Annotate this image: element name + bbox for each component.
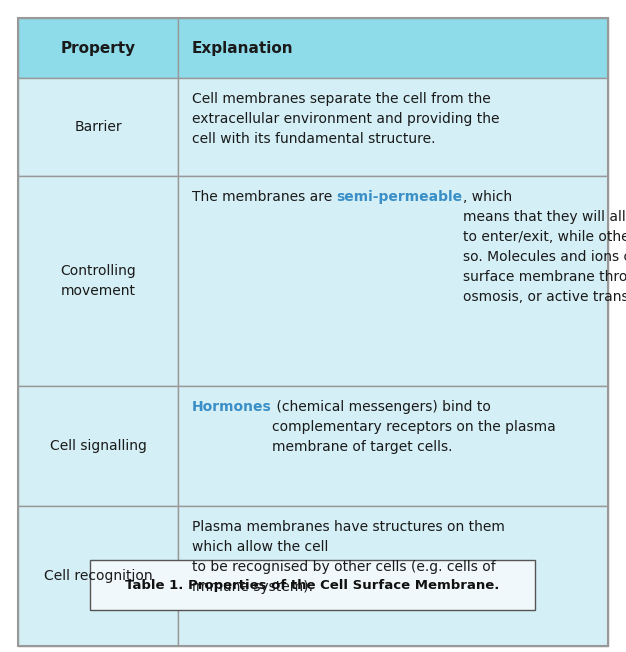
- Text: (chemical messengers) bind to
complementary receptors on the plasma
membrane of : (chemical messengers) bind to complement…: [272, 400, 555, 454]
- Text: Property: Property: [61, 40, 136, 55]
- Bar: [178, 176, 608, 386]
- Bar: [178, 506, 608, 646]
- Bar: [18, 506, 178, 646]
- Bar: [178, 78, 608, 176]
- Text: Barrier: Barrier: [74, 120, 122, 134]
- Bar: [178, 18, 608, 78]
- Bar: [178, 386, 608, 506]
- Bar: [18, 18, 178, 78]
- Bar: [18, 386, 178, 506]
- Bar: [18, 78, 178, 176]
- Text: Cell membranes separate the cell from the
extracellular environment and providin: Cell membranes separate the cell from th…: [192, 92, 500, 146]
- Text: The membranes are: The membranes are: [192, 190, 337, 204]
- Text: Plasma membranes have structures on them
which allow the cell
to be recognised b: Plasma membranes have structures on them…: [192, 520, 505, 594]
- Text: Table 1. Properties of the Cell Surface Membrane.: Table 1. Properties of the Cell Surface …: [125, 578, 500, 591]
- Text: , which
means that they will allow certain molecules
to enter/exit, while others: , which means that they will allow certa…: [463, 190, 626, 304]
- Text: Cell recognition: Cell recognition: [44, 569, 152, 583]
- Bar: [90, 560, 535, 610]
- Text: Hormones: Hormones: [192, 400, 272, 414]
- Text: semi-permeable: semi-permeable: [337, 190, 463, 204]
- Text: Explanation: Explanation: [192, 40, 294, 55]
- Text: Controlling
movement: Controlling movement: [60, 264, 136, 298]
- Text: Cell signalling: Cell signalling: [49, 439, 146, 453]
- Bar: [18, 176, 178, 386]
